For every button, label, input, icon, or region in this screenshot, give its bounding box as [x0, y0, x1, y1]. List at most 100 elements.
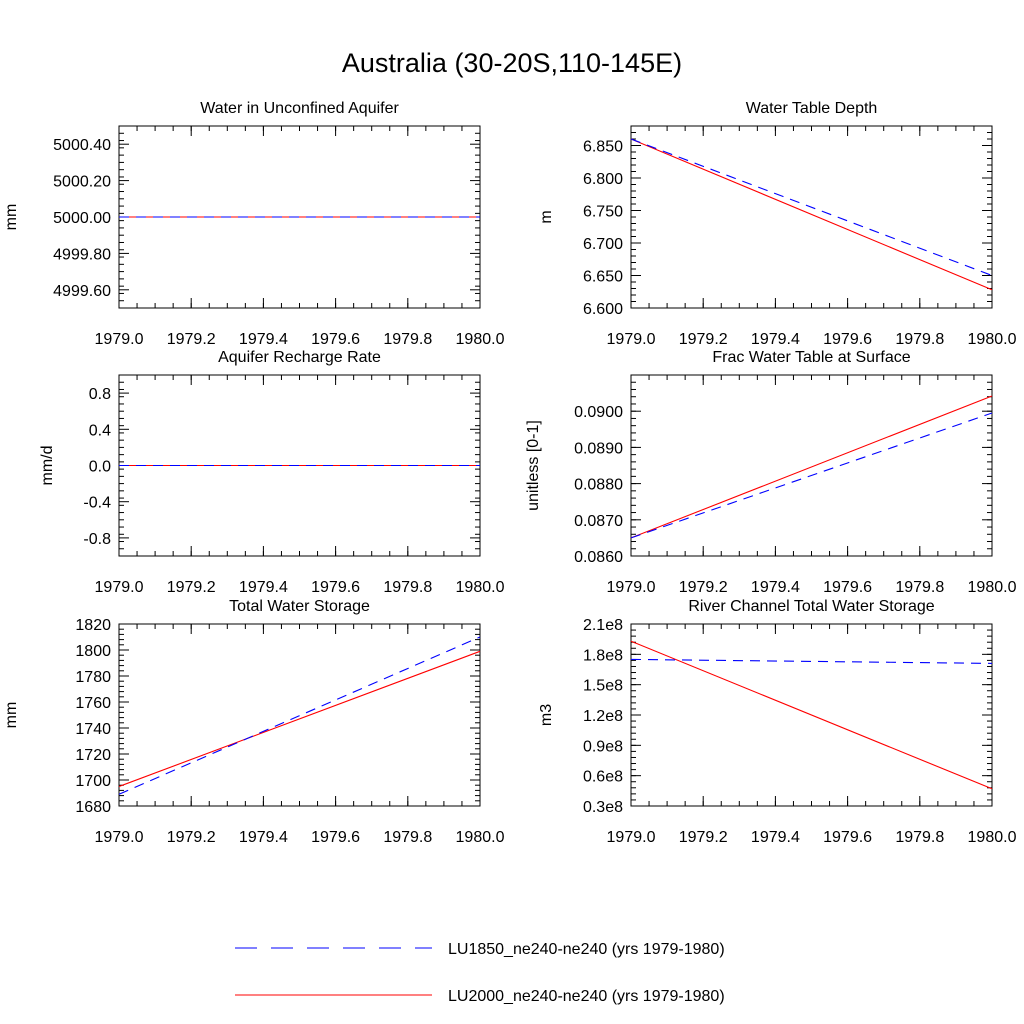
series-line-lu2000	[118, 650, 481, 788]
chart-panel-2: 1979.0 1979.2 1979.4 1979.6 1979.8 1980.0 6.60…	[538, 100, 1017, 348]
y-tick-label: 1700	[75, 773, 111, 790]
x-tick-label: 1979.8	[383, 331, 432, 348]
y-tick-label: 4999.80	[53, 246, 111, 263]
x-tick-label: 1979.6	[311, 331, 360, 348]
x-tick-label: 1979.2	[167, 331, 216, 348]
x-tick-label: 1980.0	[968, 829, 1017, 846]
y-tick-label: 5000.00	[53, 210, 111, 227]
y-axis-label: m	[538, 210, 555, 223]
x-tick-label: 1979.4	[751, 331, 800, 348]
panel-title: Aquifer Recharge Rate	[218, 349, 381, 366]
y-axis-label: unitless [0-1]	[525, 420, 542, 511]
plot-frame	[118, 623, 481, 807]
chart-panel-4: 1979.0 1979.2 1979.4 1979.6 1979.8 1980.0 0.08…	[525, 349, 1017, 596]
y-tick-label: 2.1e8	[583, 617, 623, 634]
y-tick-label: 5000.40	[53, 137, 111, 154]
y-tick-label: 6.750	[583, 204, 623, 221]
y-tick-label: 6.600	[583, 301, 623, 318]
legend-label: LU2000_ne240-ne240 (yrs 1979-1980)	[448, 988, 725, 1005]
y-axis-label: mm/d	[39, 446, 56, 486]
y-tick-label: 6.800	[583, 171, 623, 188]
series-line-lu1850	[118, 636, 481, 795]
x-tick-label: 1979.2	[167, 829, 216, 846]
x-tick-label: 1979.2	[679, 579, 728, 596]
panel-title: River Channel Total Water Storage	[688, 598, 934, 615]
x-tick-label: 1979.8	[895, 579, 944, 596]
series-line-lu1850	[630, 138, 993, 277]
y-tick-label: -0.4	[83, 495, 111, 512]
y-tick-label: 1760	[75, 695, 111, 712]
y-tick-label: 1680	[75, 799, 111, 816]
panel-title: Frac Water Table at Surface	[712, 349, 910, 366]
x-tick-label: 1979.0	[607, 829, 656, 846]
plot-frame	[630, 374, 993, 557]
x-tick-label: 1979.0	[607, 579, 656, 596]
y-tick-label: -0.8	[83, 531, 111, 548]
y-tick-label: 1720	[75, 747, 111, 764]
x-tick-label: 1979.6	[823, 829, 872, 846]
y-tick-label: 1740	[75, 721, 111, 738]
y-tick-label: 1800	[75, 643, 111, 660]
series-line-lu2000	[630, 395, 993, 539]
y-tick-label: 4999.60	[53, 283, 111, 300]
x-tick-label: 1980.0	[456, 579, 505, 596]
y-tick-label: 1.2e8	[583, 708, 623, 725]
legend-item: LU2000_ne240-ne240 (yrs 1979-1980)	[235, 988, 725, 1005]
series-line-lu1850	[630, 412, 993, 539]
x-tick-label: 1979.0	[607, 331, 656, 348]
y-tick-label: 1780	[75, 669, 111, 686]
series-line-lu2000	[630, 640, 993, 790]
panel-title: Water Table Depth	[746, 100, 878, 117]
x-tick-label: 1980.0	[968, 331, 1017, 348]
chart-panel-1: 1979.0 1979.2 1979.4 1979.6 1979.8 1980.0 4999…	[3, 100, 505, 348]
x-tick-label: 1979.4	[239, 829, 288, 846]
x-tick-label: 1979.8	[895, 829, 944, 846]
y-tick-label: 0.0	[89, 459, 111, 476]
y-tick-label: 5000.20	[53, 174, 111, 191]
x-tick-label: 1979.6	[823, 579, 872, 596]
y-tick-label: 0.4	[89, 422, 111, 439]
y-tick-label: 6.650	[583, 269, 623, 286]
x-tick-label: 1979.6	[311, 579, 360, 596]
y-tick-label: 0.8	[89, 386, 111, 403]
x-tick-label: 1979.4	[751, 829, 800, 846]
y-tick-label: 6.850	[583, 139, 623, 156]
y-tick-label: 1.8e8	[583, 647, 623, 664]
plot-frame	[630, 125, 993, 309]
x-tick-label: 1980.0	[456, 829, 505, 846]
x-tick-label: 1979.2	[679, 331, 728, 348]
x-tick-label: 1979.2	[679, 829, 728, 846]
x-tick-label: 1980.0	[456, 331, 505, 348]
x-tick-label: 1979.2	[167, 579, 216, 596]
y-axis-label: mm	[3, 204, 20, 231]
x-tick-label: 1980.0	[968, 579, 1017, 596]
legend-label: LU1850_ne240-ne240 (yrs 1979-1980)	[448, 941, 725, 958]
x-tick-label: 1979.0	[95, 579, 144, 596]
x-tick-label: 1979.6	[311, 829, 360, 846]
chart-panel-3: 1979.0 1979.2 1979.4 1979.6 1979.8 1980.0 -0.8…	[39, 349, 505, 596]
series-line-lu1850	[630, 658, 993, 664]
y-tick-label: 0.9e8	[583, 738, 623, 755]
y-tick-label: 0.3e8	[583, 799, 623, 816]
x-tick-label: 1979.8	[895, 331, 944, 348]
y-tick-label: 0.6e8	[583, 769, 623, 786]
y-tick-label: 6.700	[583, 236, 623, 253]
chart-panel-5: 1979.0 1979.2 1979.4 1979.6 1979.8 1980.0 1680…	[3, 598, 505, 846]
x-tick-label: 1979.6	[823, 331, 872, 348]
chart-panel-6: 1979.0 1979.2 1979.4 1979.6 1979.8 1980.0 0.3e…	[538, 598, 1017, 846]
x-tick-label: 1979.4	[239, 331, 288, 348]
y-tick-label: 0.0880	[574, 477, 623, 494]
panel-title: Total Water Storage	[229, 598, 370, 615]
y-tick-label: 1820	[75, 617, 111, 634]
x-tick-label: 1979.4	[751, 579, 800, 596]
panel-title: Water in Unconfined Aquifer	[200, 100, 399, 117]
y-tick-label: 1.5e8	[583, 678, 623, 695]
y-tick-label: 0.0870	[574, 513, 623, 530]
x-tick-label: 1979.0	[95, 829, 144, 846]
figure-title: Australia (30-20S,110-145E)	[341, 48, 683, 78]
x-tick-label: 1979.4	[239, 579, 288, 596]
y-tick-label: 0.0900	[574, 404, 623, 421]
y-tick-label: 0.0890	[574, 440, 623, 457]
y-tick-label: 0.0860	[574, 549, 623, 566]
